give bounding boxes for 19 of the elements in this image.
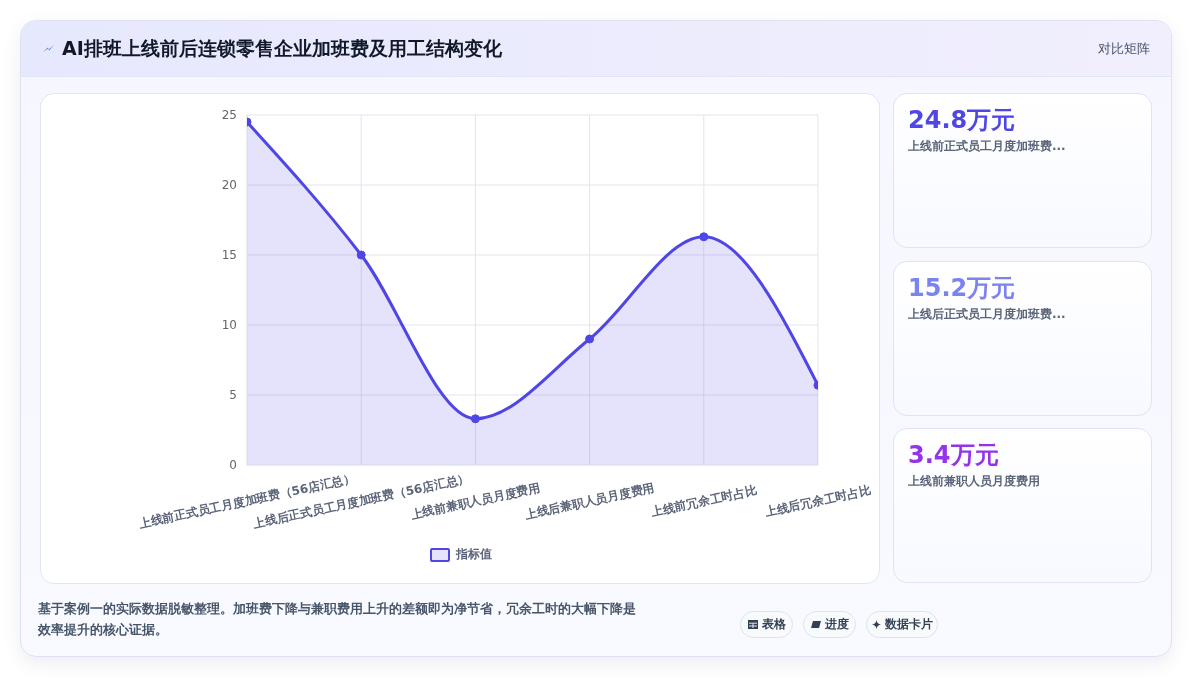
chart-title: AI排班上线前后连锁零售企业加班费及用工结构变化 — [62, 37, 502, 59]
x-tick-label: 上线后冗余工时占比 — [762, 482, 873, 520]
point — [585, 334, 595, 344]
y-tick-label: 25 — [221, 108, 237, 123]
text: 对比矩阵 — [1098, 41, 1150, 56]
point — [699, 232, 709, 242]
stat-card: 15.2万元 上线后正式员工月度加班费... — [893, 260, 1152, 416]
point — [470, 414, 480, 424]
y-tick-label: 5 — [229, 388, 237, 403]
text: 基于案例一的实际数据脱敏整理。加班费下降与兼职费用上升的差额即为净节省，冗余工时的大幅下降是效率提升的核心证据。 — [38, 601, 636, 637]
stat-card: 24.8万元 上线前正式员工月度加班费... — [893, 93, 1152, 248]
stat-card: 3.4万元 上线前兼职人员月度费用 — [893, 428, 1152, 583]
legend-label: 指标值 — [456, 547, 492, 561]
y-tick-label: 10 — [221, 318, 237, 333]
y-tick-label: 0 — [229, 458, 237, 473]
y-tick-label: 20 — [221, 178, 237, 193]
point — [356, 250, 366, 260]
pill-button: 数据卡片 — [866, 611, 938, 638]
y-tick-label: 15 — [221, 248, 237, 263]
